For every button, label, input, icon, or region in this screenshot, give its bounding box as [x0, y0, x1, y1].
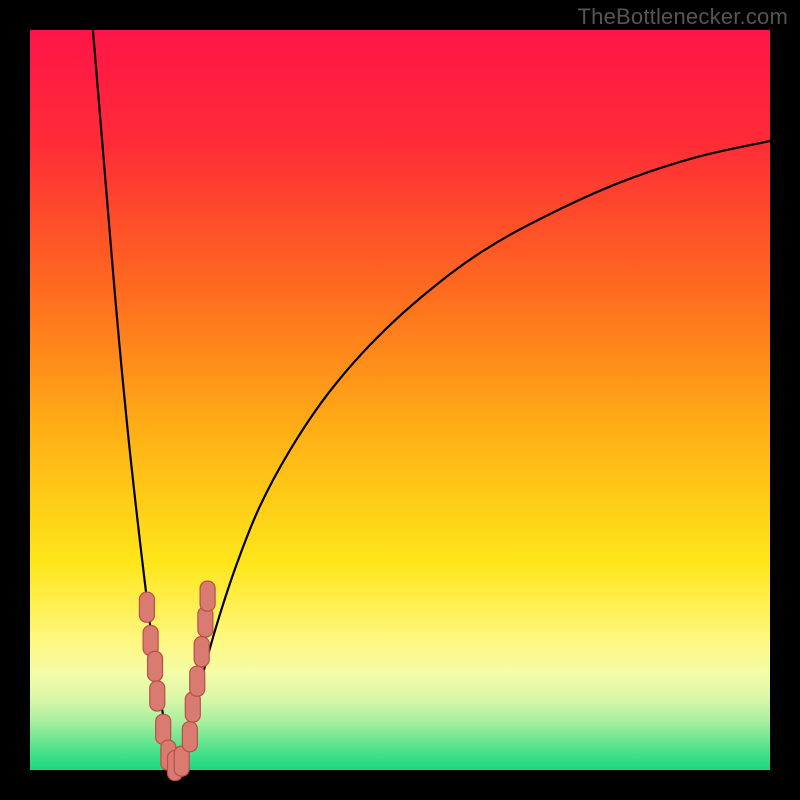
source-watermark: TheBottlenecker.com: [578, 4, 788, 30]
gradient-background: [30, 30, 770, 770]
chart-stage: TheBottlenecker.com: [0, 0, 800, 800]
